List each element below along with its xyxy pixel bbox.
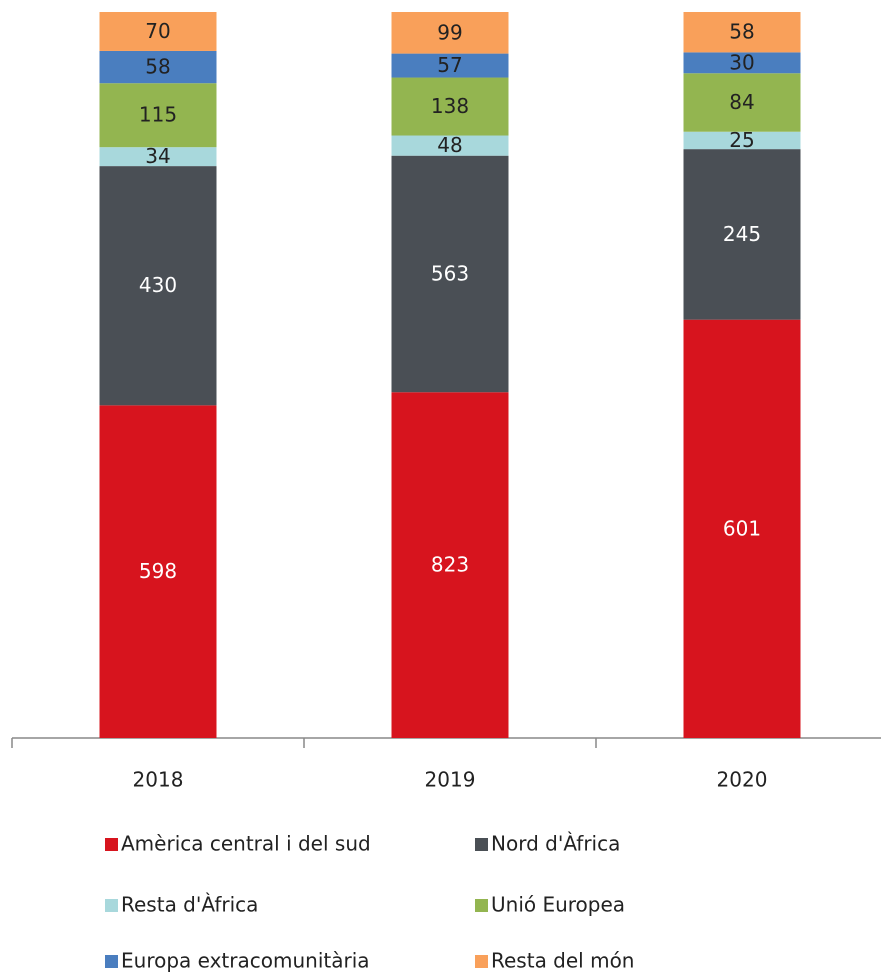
x-tick-label: 2018 <box>133 768 184 792</box>
bar-segment <box>99 83 217 148</box>
legend-swatch <box>105 838 118 851</box>
bar-segment <box>683 319 801 738</box>
bar-segment <box>99 166 217 406</box>
x-tick-label: 2019 <box>425 768 476 792</box>
data-label: 430 <box>139 273 177 297</box>
data-label: 99 <box>437 20 462 44</box>
bar-segment <box>391 135 509 156</box>
legend-swatch <box>475 838 488 851</box>
bar-segment <box>391 392 509 738</box>
data-label: 58 <box>729 20 754 44</box>
bar-segment <box>99 12 217 51</box>
legend-swatch <box>475 955 488 968</box>
bar-segment <box>99 405 217 738</box>
bar-segment <box>391 77 509 136</box>
legend-swatch <box>105 899 118 912</box>
data-label: 115 <box>139 103 177 127</box>
bar-segment <box>683 149 801 320</box>
legend-label: Europa extracomunitària <box>121 949 370 973</box>
data-label: 25 <box>729 128 754 152</box>
legend-label: Resta del món <box>491 949 635 973</box>
data-label: 601 <box>723 516 761 540</box>
bar-segment <box>391 12 509 54</box>
data-label: 598 <box>139 559 177 583</box>
data-label: 48 <box>437 133 462 157</box>
data-label: 245 <box>723 222 761 246</box>
data-label: 70 <box>145 19 170 43</box>
x-tick-label: 2020 <box>717 768 768 792</box>
legend-swatch <box>475 899 488 912</box>
legend-label: Unió Europea <box>491 893 625 917</box>
bar-segment <box>391 53 509 78</box>
bar-segment <box>99 147 217 167</box>
bar-segment <box>683 131 801 150</box>
legend-label: Amèrica central i del sud <box>121 832 371 856</box>
bar-segment <box>683 52 801 74</box>
data-label: 823 <box>431 553 469 577</box>
legend-swatch <box>105 955 118 968</box>
data-label: 34 <box>145 144 170 168</box>
bar-segment <box>391 155 509 393</box>
data-label: 138 <box>431 94 469 118</box>
bar-segment <box>683 12 801 53</box>
bar-segment <box>683 73 801 132</box>
data-label: 563 <box>431 261 469 285</box>
legend-label: Nord d'Àfrica <box>491 832 620 856</box>
data-label: 30 <box>729 50 754 74</box>
data-label: 57 <box>437 53 462 77</box>
legend-label: Resta d'Àfrica <box>121 893 258 917</box>
bar-segment <box>99 50 217 84</box>
data-label: 84 <box>729 90 754 114</box>
data-label: 58 <box>145 55 170 79</box>
